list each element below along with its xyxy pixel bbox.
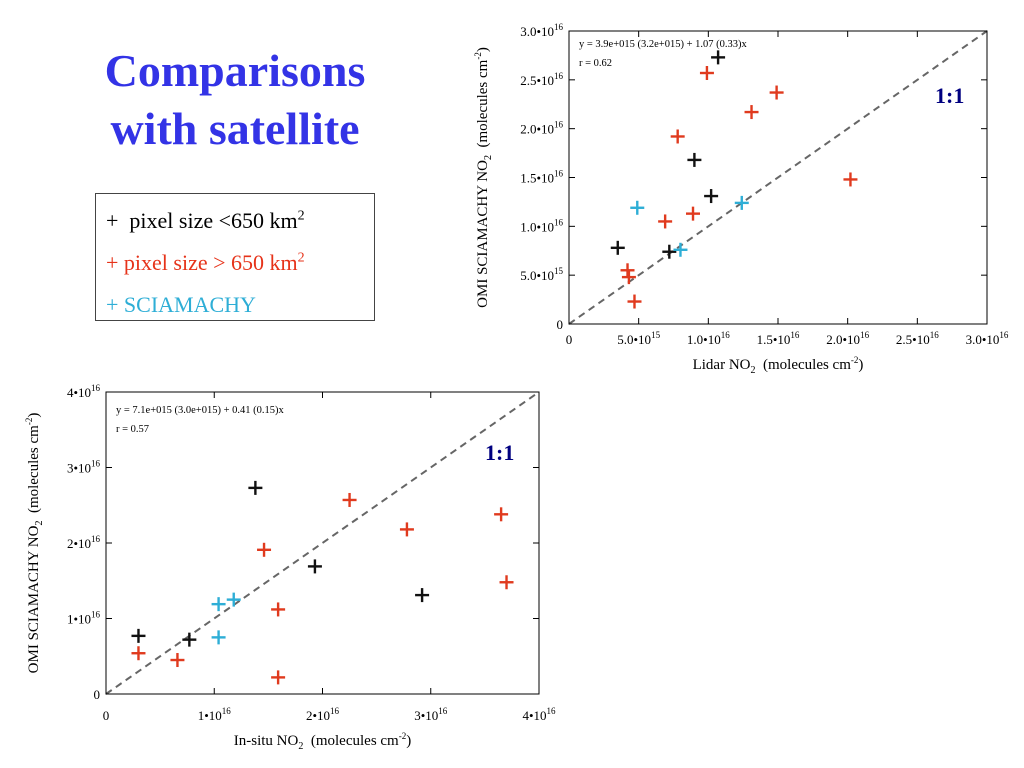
data-point-large-pixel	[131, 646, 146, 661]
legend-box: + pixel size <650 km2 + pixel size > 650…	[95, 193, 375, 321]
y-tick-label: 2•1016	[67, 534, 101, 551]
data-point-large-pixel	[271, 602, 286, 617]
regression-equation: y = 3.9e+015 (3.2e+015) + 1.07 (0.33)x	[579, 39, 747, 50]
legend-marker: +	[106, 250, 119, 275]
x-tick-label: 0	[566, 332, 573, 347]
legend-item-sciamachy: + SCIAMACHY	[106, 284, 374, 326]
data-point-large-pixel	[627, 294, 642, 309]
legend-label: pixel size <650 km	[129, 208, 298, 233]
identity-line-label: 1:1	[485, 440, 514, 465]
legend-item-large-pixel: + pixel size > 650 km2	[106, 242, 374, 284]
x-tick-label: 3.0•1016	[966, 330, 1009, 347]
x-tick-label: 1.5•1016	[757, 330, 800, 347]
y-tick-label: 2.0•1016	[520, 120, 563, 137]
regression-equation: y = 7.1e+015 (3.0e+015) + 0.41 (0.15)x	[116, 405, 284, 416]
identity-line	[568, 30, 988, 325]
slide-title-line2: with satellite	[110, 103, 360, 154]
y-tick-label: 1.0•1016	[520, 217, 563, 234]
x-tick-label: 1.0•1016	[687, 330, 730, 347]
data-point-small-pixel	[610, 240, 625, 255]
legend-label: SCIAMACHY	[123, 292, 256, 317]
data-point-large-pixel	[170, 653, 185, 668]
y-axis-label: OMI SCIAMACHY NO2 (molecules cm-2)	[24, 413, 45, 674]
y-tick-label: 4•1016	[67, 383, 101, 400]
data-point-small-pixel	[182, 632, 197, 647]
data-point-large-pixel	[257, 542, 272, 557]
x-tick-label: 4•1016	[522, 706, 556, 723]
data-point-large-pixel	[843, 172, 858, 187]
data-point-large-pixel	[658, 214, 673, 229]
legend-sup: 2	[297, 208, 305, 224]
x-tick-label: 1•1016	[198, 706, 232, 723]
data-point-large-pixel	[399, 522, 414, 537]
data-point-sciamachy	[211, 597, 226, 612]
slide-title-line1: Comparisons	[104, 45, 366, 96]
data-point-sciamachy	[226, 592, 241, 607]
data-point-small-pixel	[662, 244, 677, 259]
data-point-large-pixel	[670, 129, 685, 144]
identity-line	[105, 391, 540, 695]
data-point-large-pixel	[621, 270, 636, 285]
y-axis-label: OMI SCIAMACHY NO2 (molecules cm-2)	[473, 47, 494, 308]
y-tick-label: 5.0•1015	[520, 266, 563, 283]
data-point-small-pixel	[711, 50, 726, 65]
y-tick-label: 1•1016	[67, 610, 101, 627]
x-axis-label: In-situ NO2 (molecules cm-2)	[234, 731, 411, 752]
x-tick-label: 2•1016	[306, 706, 340, 723]
data-point-large-pixel	[494, 507, 509, 522]
y-tick-label: 0	[557, 317, 564, 332]
data-point-large-pixel	[686, 206, 701, 221]
correlation-coefficient: r = 0.57	[116, 424, 149, 435]
data-point-small-pixel	[248, 480, 263, 495]
identity-line-label: 1:1	[935, 83, 964, 108]
data-point-large-pixel	[744, 105, 759, 120]
y-tick-label: 1.5•1016	[520, 169, 563, 186]
legend-label: pixel size > 650 km	[123, 250, 298, 275]
data-point-large-pixel	[499, 575, 514, 590]
legend-marker: +	[106, 208, 119, 233]
data-point-large-pixel	[769, 85, 784, 100]
legend-marker: +	[106, 292, 119, 317]
data-point-sciamachy	[630, 200, 645, 215]
data-point-large-pixel	[699, 65, 714, 80]
data-point-sciamachy	[734, 195, 749, 210]
y-tick-label: 3•1016	[67, 459, 101, 476]
data-point-sciamachy	[673, 242, 688, 257]
data-point-large-pixel	[620, 263, 635, 278]
x-axis-label: Lidar NO2 (molecules cm-2)	[693, 355, 864, 376]
y-tick-label: 3.0•1016	[520, 22, 563, 39]
x-tick-label: 2.0•1016	[826, 330, 869, 347]
y-tick-label: 0	[94, 687, 101, 702]
x-tick-label: 0	[103, 708, 110, 723]
data-point-small-pixel	[415, 588, 430, 603]
data-point-small-pixel	[687, 152, 702, 167]
scatter-chart-1: 0 5.0•1015 1.0•1016 1.5•1016 2.0•1016 2.5•101…	[473, 22, 1009, 376]
x-tick-label: 2.5•1016	[896, 330, 939, 347]
slide-title: Comparisons with satellite	[70, 42, 400, 158]
data-point-large-pixel	[342, 492, 357, 507]
correlation-coefficient: r = 0.62	[579, 58, 612, 69]
data-point-large-pixel	[271, 670, 286, 685]
y-tick-label: 2.5•1016	[520, 71, 563, 88]
scatter-chart-2: 0 1•1016 2•1016 3•1016 4•1016 0 1•1016 2•1016 3•…	[24, 383, 556, 752]
data-point-sciamachy	[211, 630, 226, 645]
x-tick-label: 5.0•1015	[617, 330, 660, 347]
data-point-small-pixel	[131, 628, 146, 643]
data-point-small-pixel	[307, 559, 322, 574]
legend-item-small-pixel: + pixel size <650 km2	[106, 200, 374, 242]
legend-sup: 2	[297, 250, 305, 266]
data-point-small-pixel	[704, 189, 719, 204]
x-tick-label: 3•1016	[414, 706, 448, 723]
